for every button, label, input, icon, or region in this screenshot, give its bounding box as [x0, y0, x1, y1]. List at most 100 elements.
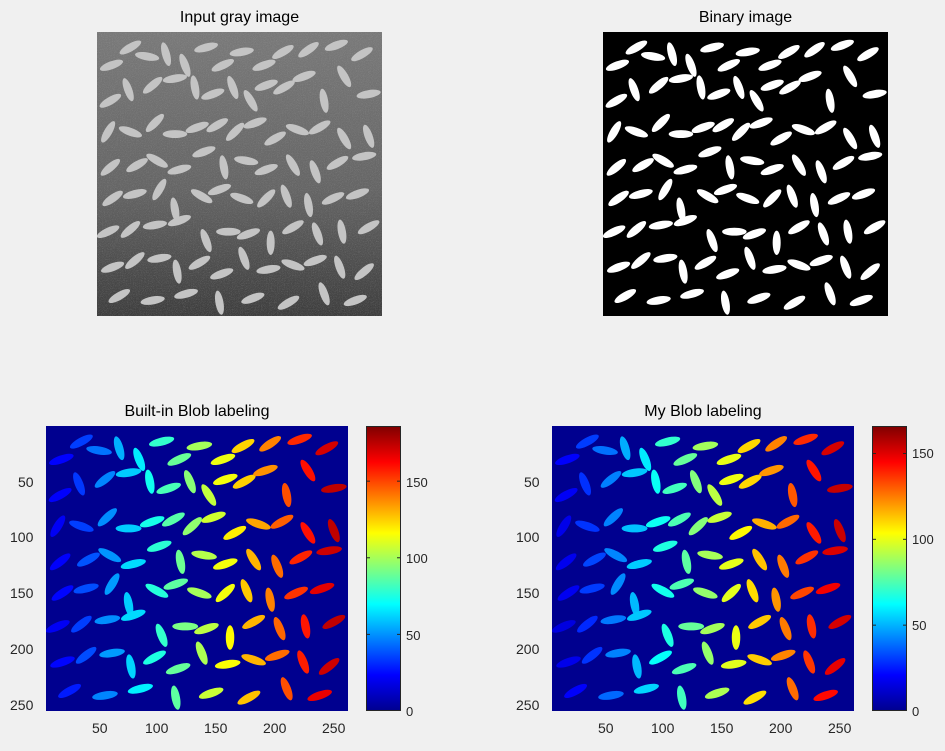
rice-grain — [787, 482, 798, 508]
rice-grain — [101, 121, 116, 143]
rice-grain — [194, 622, 219, 635]
rice-grain — [300, 459, 316, 482]
rice-grain — [126, 654, 136, 679]
rice-grain — [213, 558, 238, 570]
rice-grain — [104, 573, 120, 595]
rice-grain — [100, 261, 125, 273]
rice-grain — [653, 253, 678, 263]
rice-grain — [73, 583, 99, 594]
rice-grain — [716, 453, 742, 466]
rice-grain — [242, 614, 266, 629]
rice-grain — [851, 188, 876, 200]
rice-grain — [171, 685, 181, 710]
rice-grain — [748, 614, 772, 629]
rice-grain — [649, 650, 672, 665]
rice-grain — [140, 296, 165, 305]
rice-grain — [555, 553, 577, 571]
rice-grain — [234, 156, 259, 166]
rice-grain — [624, 126, 648, 138]
rice-grain — [133, 447, 146, 471]
rice-grain — [198, 687, 224, 699]
rice-grain — [762, 264, 787, 274]
my-colorbar-tick: 50 — [912, 618, 927, 633]
builtin-x-tick: 200 — [263, 720, 287, 736]
gray-image-title: Input gray image — [179, 9, 300, 26]
rice-grain — [651, 583, 675, 598]
rice-grain — [143, 650, 166, 665]
rice-grain — [99, 93, 122, 108]
rice-grain — [793, 433, 818, 445]
rice-grain — [246, 518, 271, 530]
rice-grain — [719, 558, 744, 570]
rice-grain — [146, 540, 172, 552]
rice-grain — [681, 549, 692, 574]
rice-grain — [280, 677, 293, 701]
rice-grain — [685, 53, 697, 77]
rice-grain — [786, 677, 799, 701]
rice-grain — [187, 587, 212, 599]
rice-grain — [700, 622, 725, 635]
rice-grain — [281, 482, 292, 508]
rice-grain — [77, 552, 100, 567]
rice-grain — [300, 614, 311, 639]
rice-grain — [69, 520, 94, 532]
rice-grain — [118, 126, 142, 138]
rice-grain — [48, 487, 72, 503]
rice-grain — [604, 548, 628, 563]
rice-grain — [605, 93, 628, 108]
rice-grain — [201, 511, 226, 523]
rice-grain — [58, 683, 82, 698]
rice-grain — [825, 88, 835, 113]
rice-grain — [778, 44, 800, 59]
rice-grain — [747, 292, 771, 304]
rice-grain — [127, 683, 153, 694]
rice-grain — [200, 229, 212, 253]
rice-grain — [120, 559, 146, 570]
rice-grain — [771, 587, 781, 612]
rice-grain — [210, 453, 236, 466]
rice-grain — [760, 79, 784, 91]
rice-grain — [765, 436, 788, 452]
rice-grain — [691, 121, 715, 134]
rice-grain — [155, 623, 168, 647]
rice-grain — [285, 124, 309, 136]
rice-grain — [779, 617, 792, 641]
rice-grain — [787, 259, 811, 271]
rice-grain — [645, 516, 671, 528]
rice-grain — [256, 264, 281, 274]
rice-grain — [49, 553, 71, 571]
rice-grain — [614, 289, 637, 304]
rice-grain — [238, 246, 250, 270]
rice-grain — [50, 656, 75, 668]
rice-grain — [92, 690, 118, 700]
rice-grain — [777, 554, 790, 578]
rice-grain — [840, 255, 852, 279]
rice-grain — [786, 184, 798, 208]
rice-grain — [213, 473, 238, 486]
rice-grain — [696, 75, 706, 100]
rice-grain — [857, 47, 879, 62]
rice-grain — [827, 483, 853, 493]
rice-grain — [271, 554, 284, 578]
rice-grain — [227, 75, 239, 100]
rice-grain — [167, 164, 192, 175]
rice-grain — [277, 295, 300, 310]
rice-grain — [50, 515, 66, 537]
rice-grain — [722, 227, 747, 236]
binary-image — [603, 32, 888, 316]
rice-grain — [651, 469, 661, 494]
rice-grain — [717, 58, 741, 72]
rice-grain — [772, 230, 781, 255]
rice-grain — [598, 690, 624, 700]
rice-grain — [297, 650, 310, 674]
rice-grain — [230, 192, 254, 205]
rice-grain — [605, 59, 630, 71]
rice-grain — [648, 220, 673, 230]
rice-grain — [706, 229, 718, 253]
rice-grain — [254, 79, 278, 91]
my-x-tick: 200 — [769, 720, 793, 736]
rice-grain — [628, 78, 640, 102]
rice-grain — [673, 164, 698, 175]
rice-grain — [161, 512, 185, 527]
my-label-image — [552, 426, 854, 711]
